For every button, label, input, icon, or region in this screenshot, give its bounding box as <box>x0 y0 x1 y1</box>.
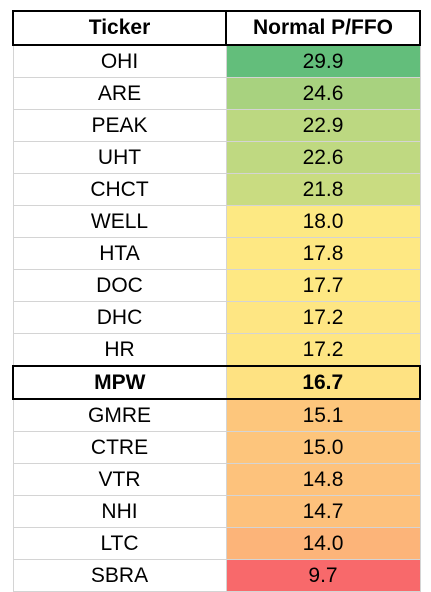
ticker-cell: WELL <box>12 205 227 238</box>
table-row: MPW 16.7 <box>12 365 421 400</box>
ticker-cell: UHT <box>12 141 227 174</box>
p-ffo-value-cell: 15.0 <box>225 431 421 464</box>
table-row: DOC 17.7 <box>12 269 421 302</box>
table-row: DHC 17.2 <box>12 301 421 334</box>
table-row: OHI 29.9 <box>12 44 421 78</box>
header-normal-p-ffo: Normal P/FFO <box>225 10 421 46</box>
p-ffo-value-cell: 17.2 <box>225 333 421 367</box>
ticker-cell: HR <box>12 333 227 367</box>
p-ffo-value-cell: 16.7 <box>225 365 421 400</box>
ticker-cell: CHCT <box>12 173 227 206</box>
p-ffo-value-cell: 24.6 <box>225 77 421 110</box>
table-row: GMRE 15.1 <box>12 398 421 432</box>
table-row: UHT 22.6 <box>12 141 421 174</box>
p-ffo-value-cell: 17.8 <box>225 237 421 270</box>
table-row: WELL 18.0 <box>12 205 421 238</box>
ticker-cell: VTR <box>12 463 227 496</box>
p-ffo-value-cell: 18.0 <box>225 205 421 238</box>
p-ffo-value-cell: 14.0 <box>225 527 421 560</box>
table-row: HR 17.2 <box>12 333 421 367</box>
table-row: CHCT 21.8 <box>12 173 421 206</box>
table-body: OHI 29.9 ARE 24.6 PEAK 22.9 UHT 22.6 CHCT 21.8 WEL… <box>12 44 421 592</box>
p-ffo-value-cell: 17.2 <box>225 301 421 334</box>
table-row: VTR 14.8 <box>12 463 421 496</box>
header-row: Ticker Normal P/FFO <box>12 10 421 46</box>
ticker-cell: ARE <box>12 77 227 110</box>
ticker-cell: OHI <box>12 44 227 78</box>
p-ffo-value-cell: 29.9 <box>225 44 421 78</box>
p-ffo-value-cell: 17.7 <box>225 269 421 302</box>
table-row: NHI 14.7 <box>12 495 421 528</box>
ticker-cell: CTRE <box>12 431 227 464</box>
p-ffo-value-cell: 15.1 <box>225 398 421 432</box>
table-row: SBRA 9.7 <box>12 559 421 592</box>
ticker-cell: HTA <box>12 237 227 270</box>
table-row: HTA 17.8 <box>12 237 421 270</box>
p-ffo-value-cell: 9.7 <box>225 559 421 592</box>
p-ffo-value-cell: 22.9 <box>225 109 421 142</box>
table-row: CTRE 15.0 <box>12 431 421 464</box>
ticker-cell: NHI <box>12 495 227 528</box>
ticker-cell: PEAK <box>12 109 227 142</box>
p-ffo-value-cell: 22.6 <box>225 141 421 174</box>
p-ffo-value-cell: 14.8 <box>225 463 421 496</box>
ticker-cell: GMRE <box>12 398 227 432</box>
ticker-cell: SBRA <box>12 559 227 592</box>
header-ticker: Ticker <box>12 10 227 46</box>
ticker-cell: LTC <box>12 527 227 560</box>
ticker-cell: DOC <box>12 269 227 302</box>
table-row: LTC 14.0 <box>12 527 421 560</box>
ticker-cell: MPW <box>12 365 227 400</box>
table-row: ARE 24.6 <box>12 77 421 110</box>
valuation-table: Ticker Normal P/FFO OHI 29.9 ARE 24.6 PEAK 22… <box>12 10 421 592</box>
table-row: PEAK 22.9 <box>12 109 421 142</box>
p-ffo-value-cell: 21.8 <box>225 173 421 206</box>
ticker-cell: DHC <box>12 301 227 334</box>
p-ffo-value-cell: 14.7 <box>225 495 421 528</box>
